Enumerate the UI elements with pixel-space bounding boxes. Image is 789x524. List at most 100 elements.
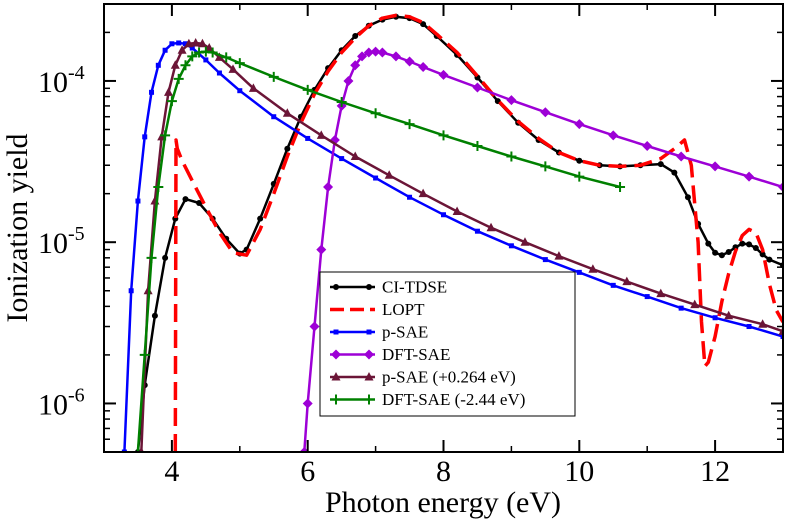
data-point-p-sae-0-264-ev (758, 319, 768, 328)
legend-item-dft-sae-2-44-ev: DFT-SAE (-2.44 eV) (330, 390, 525, 409)
data-point-p-sae (678, 305, 684, 311)
data-point-p-sae (149, 89, 155, 95)
axes-layer: 4 6 8 10 12 10-6 10-5 10-4 (38, 4, 784, 488)
data-point-dft-sae (370, 46, 381, 57)
data-point-p-sae-0-264-ev (177, 45, 187, 54)
legend-item-p-sae: p-SAE (330, 323, 428, 342)
data-point-p-sae (746, 324, 752, 330)
data-point-p-sae (339, 156, 345, 162)
data-point-p-sae-0-264-ev (520, 237, 530, 246)
data-point-p-sae-0-264-ev (554, 251, 564, 260)
data-point-dft-sae-2-44-ev (180, 60, 191, 71)
data-point-ci-tdse (739, 240, 746, 247)
data-point-p-sae-0-264-ev (350, 151, 360, 160)
data-point-p-sae (203, 57, 209, 63)
data-point-dft-sae (418, 62, 429, 73)
legend-item-p-sae-0-264-ev: p-SAE (+0.264 eV) (330, 368, 516, 387)
data-point-dft-sae (744, 171, 755, 182)
data-point-p-sae (162, 47, 168, 53)
data-point-p-sae (508, 243, 514, 249)
data-point-ci-tdse (352, 32, 359, 39)
data-point-p-sae-0-264-ev (486, 222, 496, 232)
data-point-dft-sae (676, 151, 687, 162)
legend: CI-TDSE LOPT p-SAE DFT-SAE p-SAE (+0.264 eV)… (319, 271, 576, 417)
data-point-p-sae-0-264-ev (282, 108, 292, 117)
data-point-dft-sae-2-44-ev (234, 58, 245, 69)
data-point-dft-sae (377, 47, 388, 58)
data-point-p-sae-0-264-ev (690, 299, 700, 309)
data-point-p-sae (182, 41, 188, 47)
data-point-ci-tdse (718, 252, 725, 259)
data-point-p-sae (305, 135, 311, 141)
series-line-lopt (173, 13, 783, 452)
data-point-dft-sae-2-44-ev (404, 119, 415, 130)
x-tick-label-4: 4 (164, 455, 179, 488)
data-point-dft-sae (574, 119, 585, 130)
data-point-p-sae-0-264-ev (248, 83, 258, 92)
data-point-ci-tdse (725, 248, 732, 255)
data-point-p-sae-0-264-ev (164, 87, 174, 96)
data-point-p-sae (610, 282, 616, 288)
data-point-dft-sae-2-44-ev (153, 181, 164, 192)
data-point-dft-sae-2-44-ev (268, 71, 279, 82)
data-point-dft-sae-2-44-ev (336, 97, 347, 108)
legend-marker-dft-sae (331, 349, 341, 360)
data-point-p-sae (474, 228, 480, 234)
data-point-dft-sae-2-44-ev (221, 52, 232, 63)
data-point-p-sae (142, 134, 148, 140)
y-tick-label--6: 10-6 (38, 384, 85, 421)
data-point-p-sae-0-264-ev (724, 310, 734, 320)
data-point-ci-tdse (752, 245, 759, 252)
legend-item-dft-sae: DFT-SAE (330, 345, 450, 364)
data-point-dft-sae (309, 321, 320, 332)
y-tick-label--5: 10-5 (38, 223, 85, 260)
legend-marker-dft-sae (364, 349, 374, 360)
series-layer (121, 13, 783, 452)
data-point-dft-sae (540, 107, 551, 118)
data-point-dft-sae (438, 69, 449, 80)
data-point-p-sae-0-264-ev (622, 276, 632, 286)
data-point-ci-tdse (671, 169, 678, 176)
legend-marker-p-sae-0-264-ev (364, 372, 374, 381)
data-point-p-sae (189, 45, 195, 51)
legend-marker-dft-sae-2-44-ev (364, 394, 374, 405)
data-point-p-sae (644, 294, 650, 300)
data-point-dft-sae (350, 60, 361, 71)
data-point-dft-sae (390, 51, 401, 62)
legend-marker-p-sae-0-264-ev (331, 372, 341, 381)
data-point-ci-tdse (705, 240, 712, 247)
data-point-ci-tdse (759, 251, 766, 258)
data-point-dft-sae (302, 398, 313, 409)
y-tick-label--4: 10-4 (38, 62, 85, 99)
legend-marker-p-sae (366, 329, 372, 335)
data-point-p-sae (237, 88, 243, 94)
data-point-p-sae-0-264-ev (316, 130, 326, 139)
legend-label-p-sae-0-264-ev: p-SAE (+0.264 eV) (382, 368, 516, 387)
data-point-ci-tdse (420, 21, 427, 28)
data-point-p-sae-0-264-ev (204, 43, 214, 52)
series-lopt (173, 13, 783, 452)
data-point-dft-sae-2-44-ev (472, 140, 483, 151)
data-point-p-sae (135, 198, 141, 204)
series-dft-sae (299, 46, 783, 452)
data-point-dft-sae-2-44-ev (574, 171, 585, 182)
data-point-p-sae-0-264-ev (418, 188, 428, 198)
data-point-dft-sae (363, 47, 374, 58)
data-point-ci-tdse (257, 215, 264, 222)
data-point-ci-tdse (766, 256, 773, 263)
legend-item-ci-tdse: CI-TDSE (330, 278, 447, 297)
legend-item-lopt: LOPT (330, 300, 425, 319)
data-point-ci-tdse (182, 196, 189, 203)
series-p-sae (121, 40, 783, 452)
data-point-ci-tdse (284, 145, 291, 152)
data-point-dft-sae-2-44-ev (615, 181, 626, 192)
data-point-p-sae (155, 62, 161, 68)
data-point-dft-sae-2-44-ev (173, 73, 184, 84)
legend-label-dft-sae: DFT-SAE (382, 345, 450, 364)
data-point-dft-sae-2-44-ev (438, 130, 449, 141)
data-point-dft-sae (357, 51, 368, 62)
data-point-dft-sae-2-44-ev (506, 151, 517, 162)
x-tick-label-10: 10 (564, 455, 594, 488)
data-point-ci-tdse (684, 194, 691, 201)
